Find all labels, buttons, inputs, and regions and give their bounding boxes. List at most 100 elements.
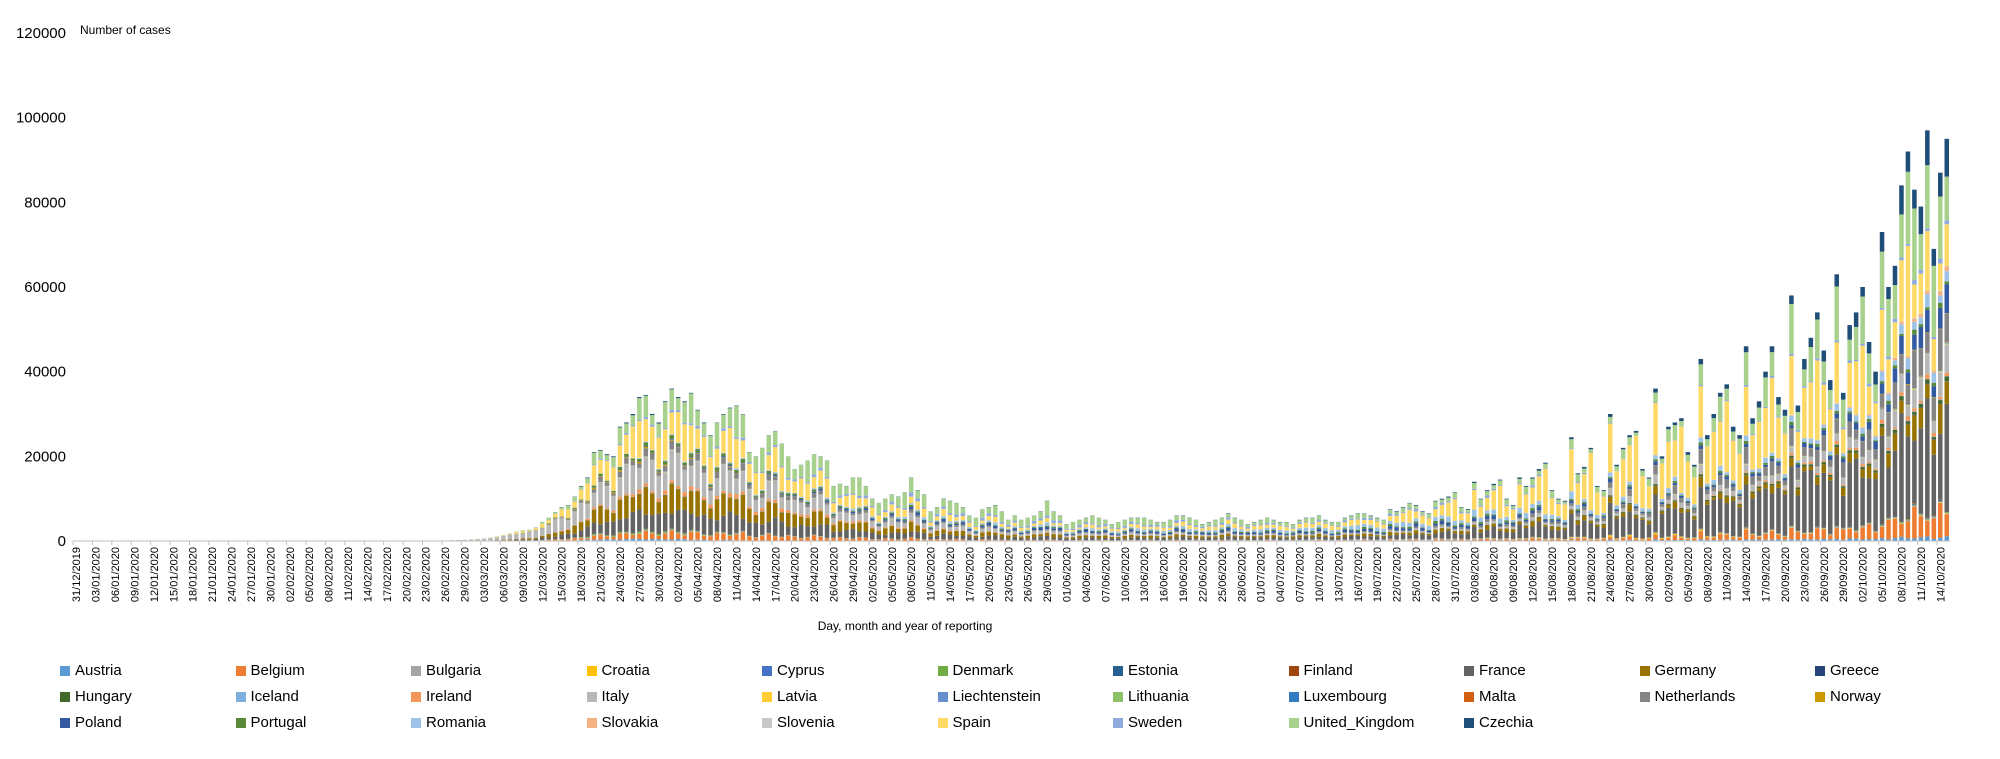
bar-segment-spain: [1174, 522, 1179, 526]
bar-segment-spain: [1316, 521, 1322, 526]
bar-segment-ireland: [682, 492, 687, 497]
day-bar: [1077, 519, 1082, 541]
bar-segment-italy: [766, 481, 772, 500]
bar-segment-france: [1213, 537, 1218, 540]
bar-segment-germany: [1200, 536, 1205, 539]
bar-segment-italy: [1064, 535, 1069, 538]
bar-segment-sweden: [1400, 511, 1406, 513]
bar-segment-spain: [1187, 525, 1192, 529]
bar-segment-united_kingdom: [753, 456, 759, 472]
bar-segment-norway: [708, 486, 713, 488]
bar-segment-romania: [779, 491, 784, 493]
bar-segment-france: [798, 524, 804, 538]
bar-segment-germany: [870, 528, 875, 533]
day-bar: [902, 492, 907, 541]
bar-segment-poland: [954, 523, 959, 526]
y-tick-label: 40000: [24, 364, 66, 381]
bar-segment-bulgaria: [1258, 539, 1263, 541]
bar-segment-ireland: [734, 494, 739, 499]
bar-segment-spain: [921, 508, 927, 518]
bar-segment-netherlands: [1057, 530, 1063, 532]
bar-segment-spain: [1128, 524, 1134, 527]
bar-segment-bulgaria: [1284, 539, 1289, 541]
bar-segment-poland: [1167, 533, 1173, 535]
bar-segment-romania: [1109, 531, 1115, 533]
bar-segment-united_kingdom: [986, 507, 992, 514]
bar-segment-spain: [643, 419, 649, 442]
day-bar: [1167, 519, 1173, 541]
bar-segment-united_kingdom: [1051, 511, 1056, 521]
bar-segment-sweden: [876, 514, 882, 516]
bar-segment-italy: [1057, 531, 1063, 535]
bar-segment-united_kingdom: [811, 454, 817, 475]
bar-segment-italy: [1128, 532, 1134, 535]
bar-segment-france: [565, 533, 571, 539]
bar-segment-italy: [1161, 535, 1166, 537]
day-bar: [1180, 515, 1186, 541]
bar-segment-norway: [624, 457, 629, 458]
bar-segment-portugal: [1329, 533, 1335, 534]
bar-segment-poland: [1077, 531, 1082, 533]
bar-segment-poland: [999, 529, 1005, 531]
bar-segment-romania: [941, 516, 946, 519]
bar-segment-france: [1271, 537, 1276, 540]
bar-segment-belgium: [792, 536, 797, 541]
bar-segment-france: [1057, 537, 1063, 540]
bar-segment-spain: [973, 526, 979, 530]
bar-segment-poland: [1232, 531, 1238, 534]
bar-segment-netherlands: [552, 518, 558, 520]
day-bar: [1161, 521, 1166, 541]
bar-segment-italy: [734, 479, 739, 495]
bar-segment-germany: [708, 508, 713, 519]
bar-segment-spain: [1226, 519, 1231, 525]
bar-segment-sweden: [1310, 522, 1315, 524]
bar-segment-united_kingdom: [1174, 515, 1179, 521]
bar-segment-portugal: [760, 490, 765, 494]
bar-segment-france: [1374, 536, 1380, 540]
bar-segment-spain: [999, 523, 1005, 527]
bar-segment-czechia: [682, 401, 687, 403]
bar-segment-poland: [1264, 531, 1270, 533]
bar-segment-romania: [1057, 525, 1063, 528]
bar-segment-portugal: [682, 462, 687, 465]
bar-segment-united_kingdom: [1258, 520, 1263, 525]
bar-segment-portugal: [1303, 531, 1309, 532]
bar-segment-czechia: [688, 392, 694, 394]
bar-segment-italy: [1361, 532, 1367, 534]
bar-segment-germany: [1400, 532, 1406, 534]
bar-segment-italy: [1148, 533, 1153, 536]
bar-segment-italy: [520, 533, 526, 539]
bar-segment-germany: [1090, 535, 1095, 538]
bar-segment-sweden: [1193, 525, 1199, 528]
bar-segment-norway: [734, 473, 739, 475]
bar-segment-france: [1200, 538, 1205, 541]
bar-segment-sweden: [805, 482, 810, 484]
bar-segment-romania: [863, 505, 869, 507]
bar-segment-poland: [747, 483, 752, 485]
bar-segment-belgium: [611, 537, 616, 540]
bar-segment-ireland: [611, 510, 616, 513]
bar-segment-italy: [760, 498, 765, 509]
bar-segment-austria: [624, 539, 629, 541]
bar-segment-france: [1122, 538, 1128, 540]
bar-segment-bulgaria: [1329, 539, 1335, 541]
bar-segment-italy: [1226, 531, 1231, 534]
bar-segment-belgium: [954, 539, 959, 541]
bar-segment-spain: [1297, 524, 1302, 528]
bar-segment-spain: [669, 412, 674, 435]
bar-segment-spain: [598, 459, 603, 474]
bar-segment-spain: [675, 412, 681, 443]
bar-segment-united_kingdom: [1200, 524, 1205, 527]
bar-segment-czechia: [578, 485, 584, 487]
bar-segment-netherlands: [1103, 532, 1108, 534]
bar-segment-spain: [1148, 526, 1153, 529]
bar-segment-spain: [837, 497, 843, 505]
bar-segment-netherlands: [598, 476, 603, 482]
bar-segment-norway: [727, 466, 733, 467]
day-bar: [857, 477, 862, 541]
bar-segment-belgium: [675, 533, 681, 539]
bar-segment-portugal: [837, 505, 843, 508]
bar-segment-netherlands: [1141, 533, 1147, 535]
bar-segment-italy: [1349, 533, 1354, 535]
bar-segment-italy: [1400, 531, 1406, 533]
